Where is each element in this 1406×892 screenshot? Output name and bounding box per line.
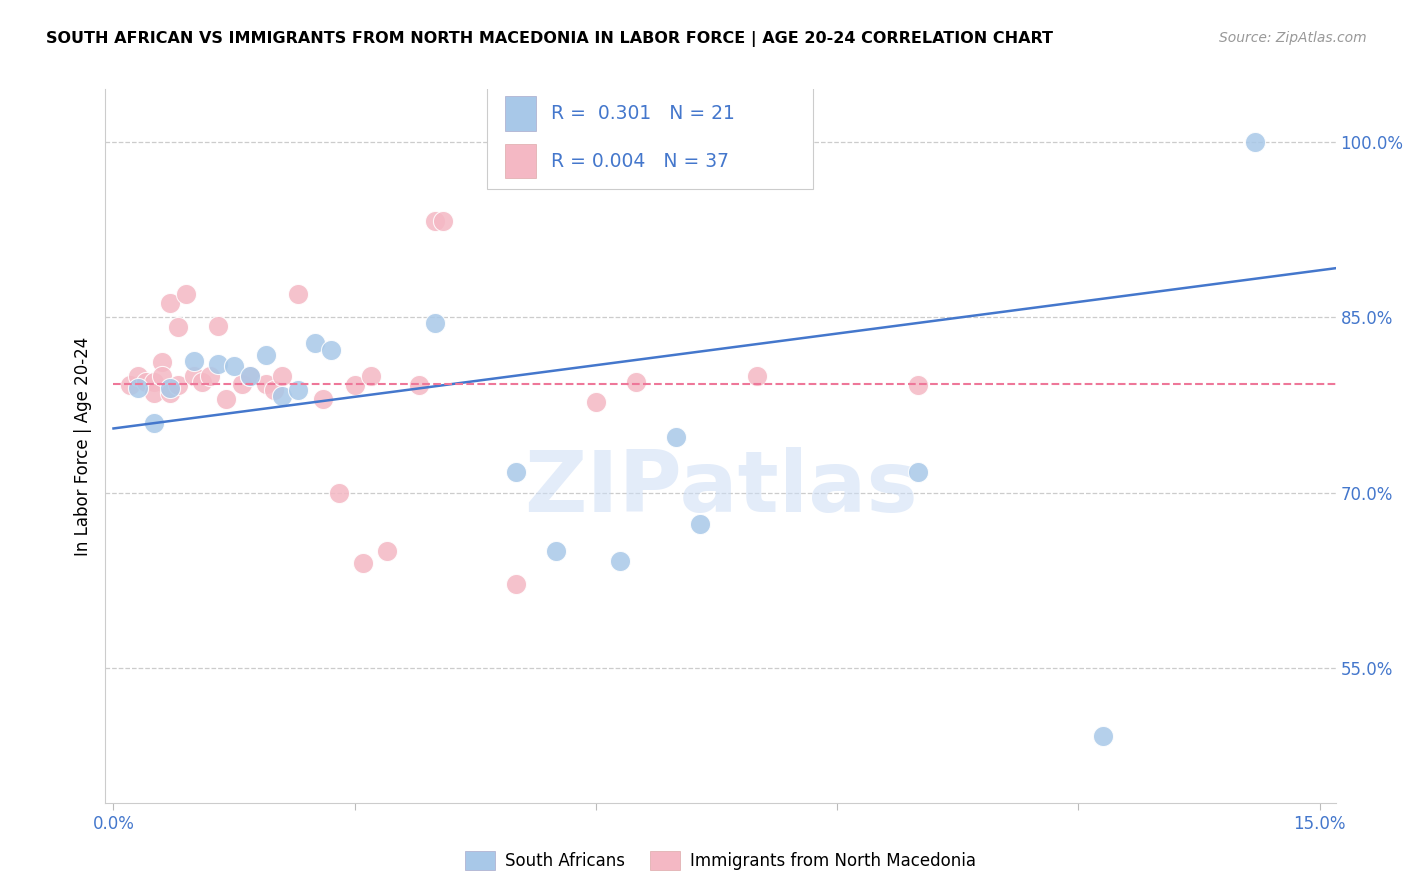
Point <box>1091 729 1114 743</box>
FancyBboxPatch shape <box>505 145 536 178</box>
Text: Source: ZipAtlas.com: Source: ZipAtlas.com <box>1219 31 1367 45</box>
Text: R = 0.004   N = 37: R = 0.004 N = 37 <box>551 152 728 170</box>
Point <box>375 544 398 558</box>
Point <box>207 318 229 333</box>
Point <box>689 517 711 532</box>
Point <box>343 378 366 392</box>
Legend: South Africans, Immigrants from North Macedonia: South Africans, Immigrants from North Ma… <box>458 844 983 877</box>
Point <box>360 368 382 383</box>
Point <box>166 378 188 392</box>
Point <box>215 392 238 407</box>
Point <box>239 368 262 383</box>
Point <box>311 392 333 407</box>
Point <box>224 359 246 374</box>
Point <box>231 376 253 391</box>
Point <box>191 375 214 389</box>
Point <box>135 375 157 389</box>
Point <box>118 378 141 392</box>
Point <box>907 378 929 392</box>
Point <box>127 380 149 394</box>
Text: ZIPatlas: ZIPatlas <box>523 447 918 531</box>
Point <box>159 296 181 310</box>
Point <box>159 380 181 394</box>
Point <box>150 368 173 383</box>
Point <box>319 343 342 357</box>
Point <box>142 416 165 430</box>
Point <box>287 287 309 301</box>
Point <box>174 287 197 301</box>
Point <box>287 383 309 397</box>
Point <box>183 353 205 368</box>
Point <box>423 214 446 228</box>
Point <box>271 389 294 403</box>
Point <box>423 316 446 330</box>
Point <box>127 368 149 383</box>
Point <box>1244 135 1267 149</box>
Point <box>328 485 350 500</box>
Point <box>183 368 205 383</box>
Point <box>207 357 229 371</box>
Point <box>907 465 929 479</box>
Point <box>159 386 181 401</box>
Point <box>150 355 173 369</box>
FancyBboxPatch shape <box>505 96 536 130</box>
Point <box>239 368 262 383</box>
Text: R =  0.301   N = 21: R = 0.301 N = 21 <box>551 104 735 123</box>
FancyBboxPatch shape <box>486 86 813 189</box>
Point <box>304 336 326 351</box>
Point <box>142 386 165 401</box>
Text: SOUTH AFRICAN VS IMMIGRANTS FROM NORTH MACEDONIA IN LABOR FORCE | AGE 20-24 CORR: SOUTH AFRICAN VS IMMIGRANTS FROM NORTH M… <box>46 31 1053 47</box>
Point <box>665 430 688 444</box>
Point <box>585 394 607 409</box>
Point <box>254 376 277 391</box>
Y-axis label: In Labor Force | Age 20-24: In Labor Force | Age 20-24 <box>73 336 91 556</box>
Point <box>432 214 454 228</box>
Point <box>254 348 277 362</box>
Point <box>624 375 647 389</box>
Point <box>271 368 294 383</box>
Point <box>609 554 631 568</box>
Point <box>745 368 768 383</box>
Point <box>544 544 567 558</box>
Point <box>408 378 430 392</box>
Point <box>505 577 527 591</box>
Point <box>352 556 374 570</box>
Point <box>198 368 221 383</box>
Point <box>142 375 165 389</box>
Point <box>505 465 527 479</box>
Point <box>166 319 188 334</box>
Point <box>263 383 285 397</box>
